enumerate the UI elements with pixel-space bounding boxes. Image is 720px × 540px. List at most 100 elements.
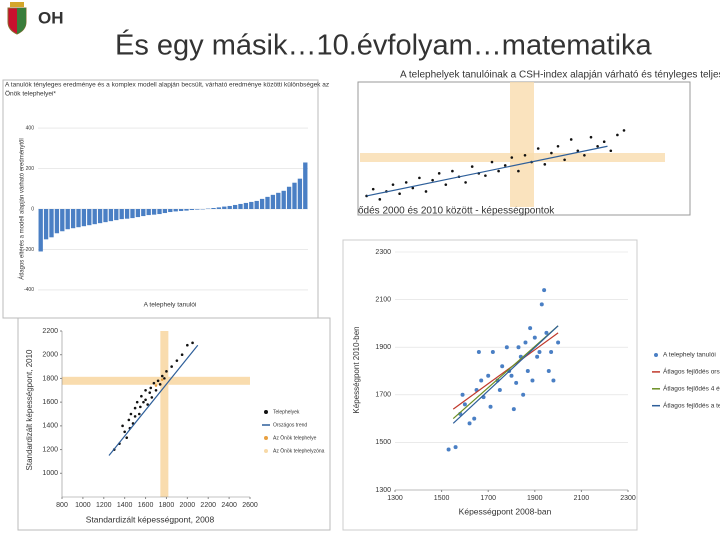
point — [476, 349, 481, 354]
point — [404, 181, 408, 184]
point — [551, 378, 556, 383]
point — [431, 178, 434, 182]
point — [152, 381, 156, 385]
x-tick-label: 1200 — [96, 502, 112, 509]
legend-label: Az Önök telephelye — [273, 434, 317, 441]
point — [556, 144, 560, 148]
bar — [60, 209, 65, 232]
point — [486, 373, 491, 378]
bar — [43, 209, 49, 240]
y-tick-label: 2000 — [42, 352, 58, 359]
point — [490, 160, 494, 164]
point — [460, 392, 465, 397]
x-tick-label: 800 — [56, 502, 68, 509]
point — [525, 369, 530, 373]
bar — [54, 209, 60, 234]
y-tick-label: 1500 — [375, 439, 391, 446]
bar — [249, 201, 254, 209]
point — [158, 383, 162, 386]
y-tick-label: -200 — [24, 247, 34, 253]
bar — [130, 209, 135, 219]
point — [451, 169, 454, 173]
point — [523, 153, 527, 157]
bar — [184, 209, 189, 211]
bar — [243, 202, 249, 209]
point — [550, 151, 553, 155]
point — [424, 190, 428, 193]
point — [180, 353, 184, 357]
point — [622, 129, 626, 132]
logo-text: OH — [38, 8, 64, 27]
point — [191, 341, 194, 345]
bar — [151, 209, 157, 215]
point — [549, 349, 554, 354]
bar — [141, 209, 146, 217]
point — [140, 394, 143, 398]
point — [371, 187, 375, 191]
point — [137, 412, 141, 416]
point — [539, 302, 544, 307]
bar — [270, 194, 276, 209]
bar — [211, 207, 216, 209]
point — [135, 400, 139, 404]
point — [602, 140, 606, 144]
point — [616, 133, 619, 137]
chart-subtitle: Önök telephelyei* — [5, 90, 56, 98]
bar — [227, 205, 232, 209]
point — [148, 391, 152, 394]
bar — [265, 196, 270, 209]
bar — [232, 204, 238, 209]
trend-line — [366, 145, 608, 197]
point — [537, 349, 542, 354]
point — [569, 138, 573, 141]
point — [542, 288, 547, 293]
y-tick-label: 1700 — [375, 392, 391, 399]
point — [156, 379, 160, 383]
point — [121, 424, 124, 428]
trend-line — [108, 344, 199, 456]
point — [142, 400, 145, 404]
point — [516, 345, 521, 350]
point — [163, 377, 166, 380]
bar — [254, 200, 259, 209]
bar — [173, 209, 178, 212]
y-tick-label: 1800 — [42, 375, 58, 382]
legend-swatch — [264, 436, 268, 440]
point — [521, 392, 526, 397]
point — [535, 354, 540, 359]
legend-label: Telephelyek — [273, 409, 300, 415]
x-tick-label: 1600 — [138, 502, 154, 509]
bar — [146, 209, 151, 216]
point — [150, 396, 154, 399]
x-tick-label: 2000 — [180, 502, 196, 509]
bar — [222, 206, 227, 209]
panel — [17, 317, 331, 531]
trend-line — [452, 325, 559, 424]
y-tick-label: 2200 — [42, 328, 58, 335]
point — [123, 430, 126, 434]
bar — [292, 182, 297, 209]
bar — [276, 192, 281, 209]
highlight-band — [510, 82, 534, 207]
bar — [189, 209, 195, 211]
point — [511, 407, 516, 412]
point — [467, 421, 472, 426]
point — [528, 326, 533, 331]
legend-label: Országos trend — [273, 422, 307, 428]
point — [160, 378, 164, 381]
bar — [238, 203, 243, 209]
point — [149, 386, 153, 390]
point — [543, 163, 547, 166]
point — [514, 380, 519, 385]
point — [165, 370, 168, 373]
point — [556, 340, 561, 345]
point — [418, 176, 421, 180]
x-tick-label: 1400 — [117, 502, 133, 509]
x-tick-label: 2100 — [574, 495, 590, 502]
point — [144, 398, 147, 402]
point — [609, 149, 613, 153]
point — [488, 404, 493, 409]
legend-label: Átlagos fejlődés a telephelyen — [663, 400, 720, 409]
x-axis-label: Standardizált képességpont, 2008 — [86, 514, 215, 524]
